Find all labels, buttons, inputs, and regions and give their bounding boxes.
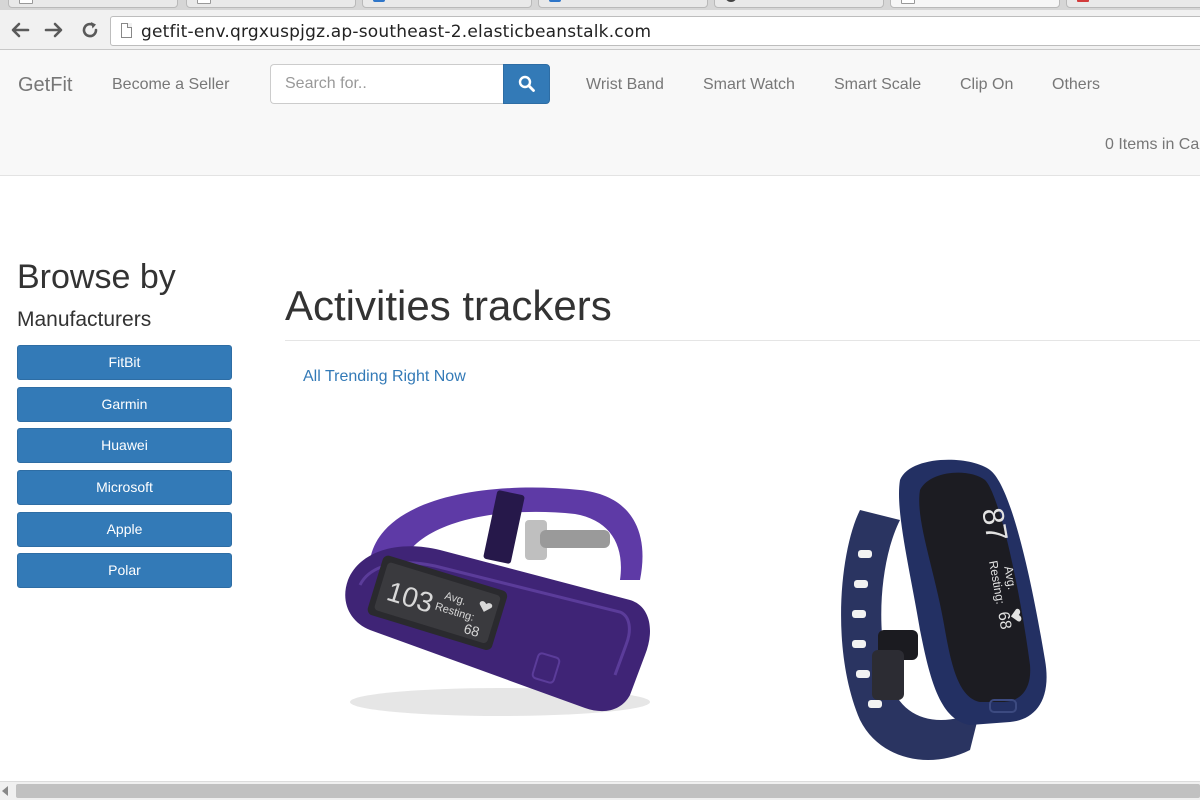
page-icon xyxy=(121,23,132,38)
nav-wrist-band[interactable]: Wrist Band xyxy=(586,76,664,93)
nav-smart-watch[interactable]: Smart Watch xyxy=(703,76,795,93)
browser-tab[interactable] xyxy=(1066,0,1200,8)
manufacturer-button-microsoft[interactable]: Microsoft xyxy=(17,470,232,505)
portfolio-icon xyxy=(1077,0,1089,2)
reload-icon[interactable] xyxy=(78,18,102,42)
doc-icon xyxy=(197,0,211,4)
nav-clip-on[interactable]: Clip On xyxy=(960,76,1014,93)
title-divider xyxy=(285,340,1200,341)
search-button[interactable] xyxy=(503,64,550,104)
cart-link[interactable]: 0 Items in Ca xyxy=(1105,136,1200,153)
nav-become-seller[interactable]: Become a Seller xyxy=(112,76,230,93)
search-input[interactable] xyxy=(270,64,504,104)
search-icon xyxy=(518,75,535,92)
product-2-display-label-1: Avg. xyxy=(1001,565,1019,591)
address-bar[interactable]: getfit-env.qrgxuspjgz.ap-southeast-2.ela… xyxy=(110,16,1200,46)
github-icon xyxy=(725,0,737,2)
page-title: Activities trackers xyxy=(285,282,612,329)
browser-tab-strip xyxy=(0,0,1200,10)
manufacturer-button-fitbit[interactable]: FitBit xyxy=(17,345,232,380)
nav-smart-scale[interactable]: Smart Scale xyxy=(834,76,922,93)
browser-tab[interactable] xyxy=(8,0,178,8)
brand-logo[interactable]: GetFit xyxy=(18,74,73,96)
product-image-purple-band[interactable]: 103 Avg. Resting: 68 xyxy=(330,470,690,730)
product-2-display-number: 87 xyxy=(975,505,1013,544)
browser-tab[interactable] xyxy=(186,0,356,8)
address-url[interactable]: getfit-env.qrgxuspjgz.ap-southeast-2.ela… xyxy=(141,22,652,42)
back-arrow-icon[interactable] xyxy=(8,18,32,42)
trello-icon xyxy=(373,0,385,2)
trending-link[interactable]: All Trending Right Now xyxy=(303,368,466,385)
heart-icon xyxy=(1010,608,1022,622)
heart-icon xyxy=(479,601,493,612)
product-2-display-value: 68 xyxy=(994,610,1014,631)
manufacturer-button-huawei[interactable]: Huawei xyxy=(17,428,232,463)
manufacturer-button-apple[interactable]: Apple xyxy=(17,512,232,547)
scrollbar-thumb[interactable] xyxy=(16,784,1200,798)
browser-toolbar: getfit-env.qrgxuspjgz.ap-southeast-2.ela… xyxy=(0,10,1200,50)
horizontal-scrollbar[interactable] xyxy=(0,781,1200,800)
browser-tab[interactable] xyxy=(538,0,708,8)
browser-tab[interactable] xyxy=(714,0,884,8)
forward-arrow-icon[interactable] xyxy=(42,18,66,42)
manufacturer-button-polar[interactable]: Polar xyxy=(17,553,232,588)
product-image-navy-band[interactable]: 87 Avg. Resting: 68 xyxy=(820,450,1060,780)
site-navbar: GetFit Become a Seller Wrist Band Smart … xyxy=(0,50,1200,176)
browse-title: Browse by xyxy=(17,258,176,296)
nav-others[interactable]: Others xyxy=(1052,76,1101,93)
browse-subtitle: Manufacturers xyxy=(17,308,152,331)
doc-icon xyxy=(19,0,33,4)
scroll-left-arrow-icon[interactable] xyxy=(2,786,8,796)
manufacturer-button-garmin[interactable]: Garmin xyxy=(17,387,232,422)
browser-tab-active[interactable] xyxy=(890,0,1060,8)
browser-tab[interactable] xyxy=(362,0,532,8)
doc-icon xyxy=(901,0,915,4)
trello-icon xyxy=(549,0,561,2)
product-1-display-value: 68 xyxy=(462,620,482,640)
